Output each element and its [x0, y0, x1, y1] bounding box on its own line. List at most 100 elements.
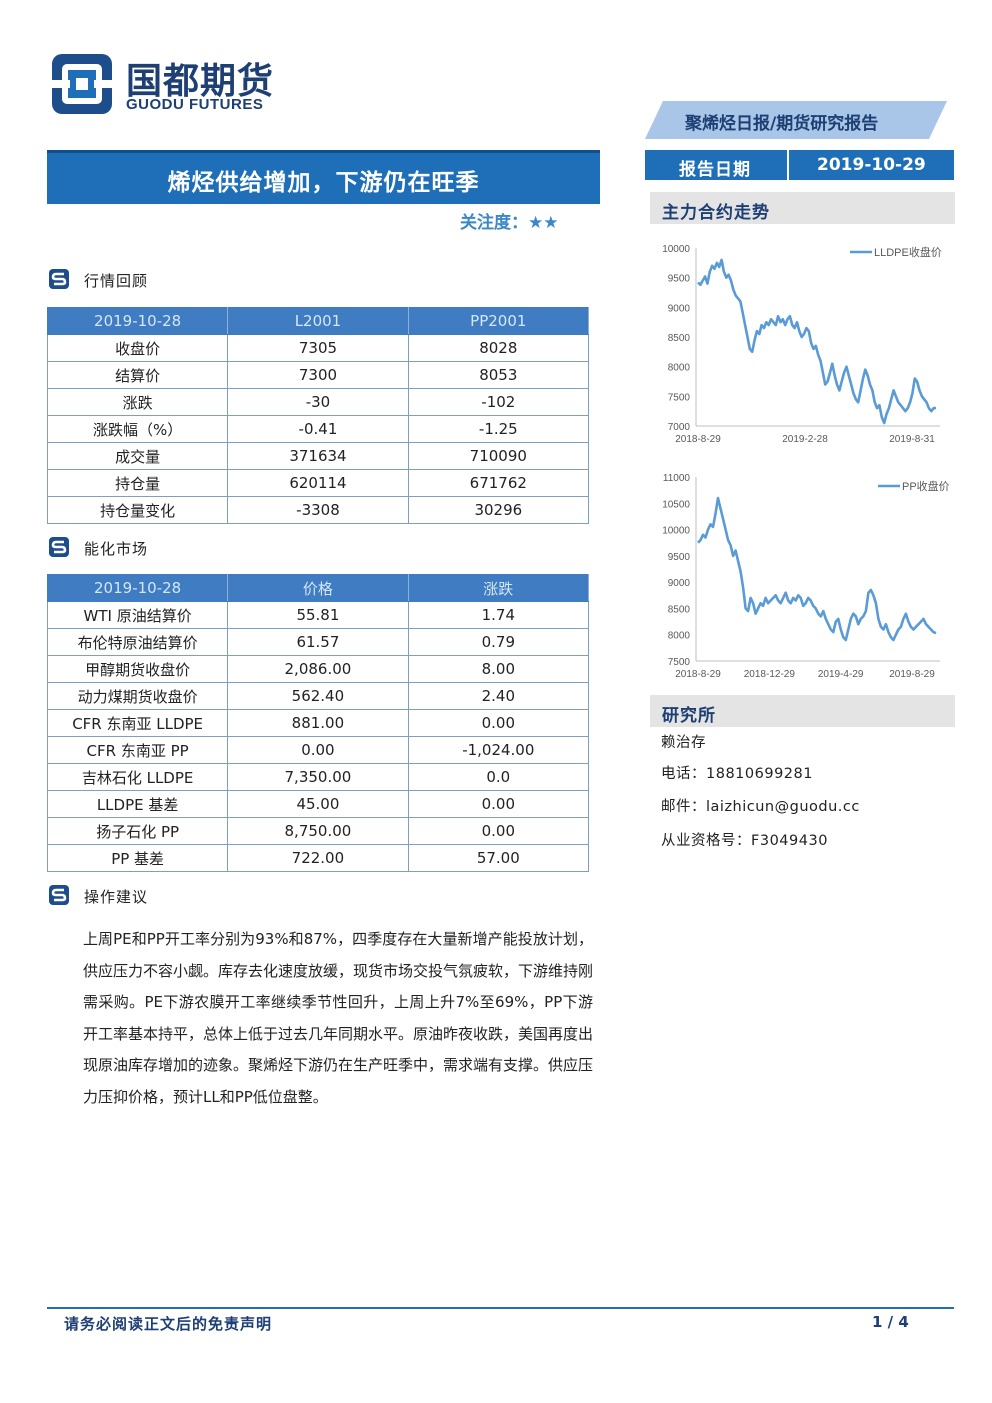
cell-value: 45.00: [227, 790, 409, 818]
cell-value: 0.00: [407, 790, 590, 818]
table-row: 持仓量变化 -3308 30296: [46, 496, 590, 524]
cell-value: 2,086.00: [227, 655, 409, 683]
y-tick-label: 8000: [668, 363, 691, 374]
focus-level: 关注度：★★: [460, 208, 558, 233]
y-tick-label: 8500: [668, 333, 691, 344]
legend-label: LLDPE收盘价: [874, 245, 942, 259]
cell-value: -3308: [227, 496, 409, 524]
y-tick-label: 9000: [668, 303, 691, 314]
cell-value: 0.00: [407, 817, 590, 845]
analyst-name: 赖治存: [661, 735, 706, 751]
table-header-cell: 涨跌: [407, 574, 590, 602]
table-row: 布伦特原油结算价 61.57 0.79: [46, 628, 590, 656]
y-tick-label: 9500: [668, 274, 691, 285]
row-label: CFR 东南亚 PP: [46, 736, 229, 764]
x-tick-label: 2018-8-29: [675, 669, 721, 680]
row-label: 扬子石化 PP: [46, 817, 229, 845]
y-tick-label: 11000: [663, 473, 691, 484]
table-row: 成交量 371634 710090: [46, 442, 590, 470]
cell-value: 881.00: [227, 709, 409, 737]
section-energy-market: 能化市场: [48, 536, 248, 560]
table-header-cell: PP2001: [407, 307, 590, 335]
section-market-review: 行情回顾: [48, 268, 248, 292]
cell-value: 710090: [407, 442, 590, 470]
cell-value: 7305: [227, 334, 409, 362]
cell-value: 1.74: [407, 601, 590, 629]
cell-value: 371634: [227, 442, 409, 470]
report-title: 烯烃供给增加，下游仍在旺季: [167, 170, 480, 196]
table-row: LLDPE 基差 45.00 0.00: [46, 790, 590, 818]
company-logo: 国都期货 GUODU FUTURES: [50, 50, 300, 120]
table-header-cell: L2001: [227, 307, 409, 335]
analyst-email: 邮件：laizhicun@guodu.cc: [661, 799, 860, 815]
energy-market-table: 2019-10-28 价格 涨跌 WTI 原油结算价 55.81 1.74 布伦特原…: [46, 574, 590, 872]
focus-stars-icon: ★★: [528, 213, 559, 233]
row-label: 收盘价: [46, 334, 229, 362]
disclaimer-link[interactable]: 请务必阅读正文后的免责声明: [64, 1315, 273, 1333]
cell-value: 2.40: [407, 682, 590, 710]
series-line: [697, 258, 937, 425]
y-tick-label: 7500: [668, 657, 691, 668]
advice-paragraph: 上周PE和PP开工率分别为93%和87%，四季度存在大量新增产能投放计划，供应压…: [83, 930, 594, 1106]
x-tick-label: 2018-12-29: [744, 669, 796, 680]
row-label: 布伦特原油结算价: [46, 628, 229, 656]
legend-label: PP收盘价: [902, 479, 950, 493]
section-title: 行情回顾: [84, 272, 149, 290]
report-date-label: 报告日期: [679, 160, 751, 180]
cell-value: 671762: [407, 469, 590, 497]
cell-value: 722.00: [227, 844, 409, 872]
section-s-icon: [49, 537, 69, 557]
section-advice: 操作建议: [48, 884, 248, 908]
row-label: LLDPE 基差: [46, 790, 229, 818]
cell-value: -30: [227, 388, 409, 416]
focus-label: 关注度：: [460, 213, 528, 233]
institute-title: 研究所: [662, 706, 716, 726]
table-row: 结算价 7300 8053: [46, 361, 590, 389]
x-tick-label: 2019-4-29: [818, 669, 864, 680]
row-label: CFR 东南亚 LLDPE: [46, 709, 229, 737]
table-row: 涨跌 -30 -102: [46, 388, 590, 416]
cell-value: 0.00: [407, 709, 590, 737]
row-label: 甲醇期货收盘价: [46, 655, 229, 683]
cell-value: 0.79: [407, 628, 590, 656]
cell-value: 620114: [227, 469, 409, 497]
row-label: 吉林石化 LLDPE: [46, 763, 229, 791]
cell-value: -0.41: [227, 415, 409, 443]
report-title-bar: 烯烃供给增加，下游仍在旺季: [47, 150, 600, 204]
footer-divider: [47, 1307, 954, 1309]
cell-value: 8,750.00: [227, 817, 409, 845]
cell-value: 7,350.00: [227, 763, 409, 791]
trend-section-header: 主力合约走势: [650, 192, 955, 224]
table-header-cell: 2019-10-28: [46, 307, 229, 335]
section-s-icon: [49, 885, 69, 905]
analyst-license: 从业资格号：F3049430: [661, 833, 828, 849]
table-row: 甲醇期货收盘价 2,086.00 8.00: [46, 655, 590, 683]
section-title: 能化市场: [84, 540, 149, 558]
y-tick-label: 10000: [662, 244, 690, 255]
section-s-icon: [49, 269, 69, 289]
table-row: WTI 原油结算价 55.81 1.74: [46, 601, 590, 629]
table-header-row: 2019-10-28 价格 涨跌: [46, 574, 590, 602]
report-date-box: 报告日期 2019-10-29: [645, 150, 954, 180]
cell-value: -1.25: [407, 415, 590, 443]
row-label: 涨跌: [46, 388, 229, 416]
cell-value: 0.00: [227, 736, 409, 764]
row-label: 结算价: [46, 361, 229, 389]
cell-value: 0.0: [407, 763, 590, 791]
y-tick-label: 8500: [668, 604, 691, 615]
y-tick-label: 10500: [662, 499, 690, 510]
cell-value: 8028: [407, 334, 590, 362]
banner-shape-icon: [645, 101, 947, 139]
row-label: 持仓量变化: [46, 496, 229, 524]
cell-value: 8053: [407, 361, 590, 389]
row-label: 动力煤期货收盘价: [46, 682, 229, 710]
x-tick-label: 2019-8-31: [889, 434, 935, 445]
institute-section-header: 研究所: [650, 695, 955, 727]
y-tick-label: 9500: [668, 552, 691, 563]
y-tick-label: 8000: [668, 631, 691, 642]
row-label: 涨跌幅（%）: [46, 415, 229, 443]
table-header-cell: 价格: [227, 574, 409, 602]
cell-value: -1,024.00: [407, 736, 590, 764]
x-tick-label: 2018-8-29: [675, 434, 721, 445]
row-label: WTI 原油结算价: [46, 601, 229, 629]
